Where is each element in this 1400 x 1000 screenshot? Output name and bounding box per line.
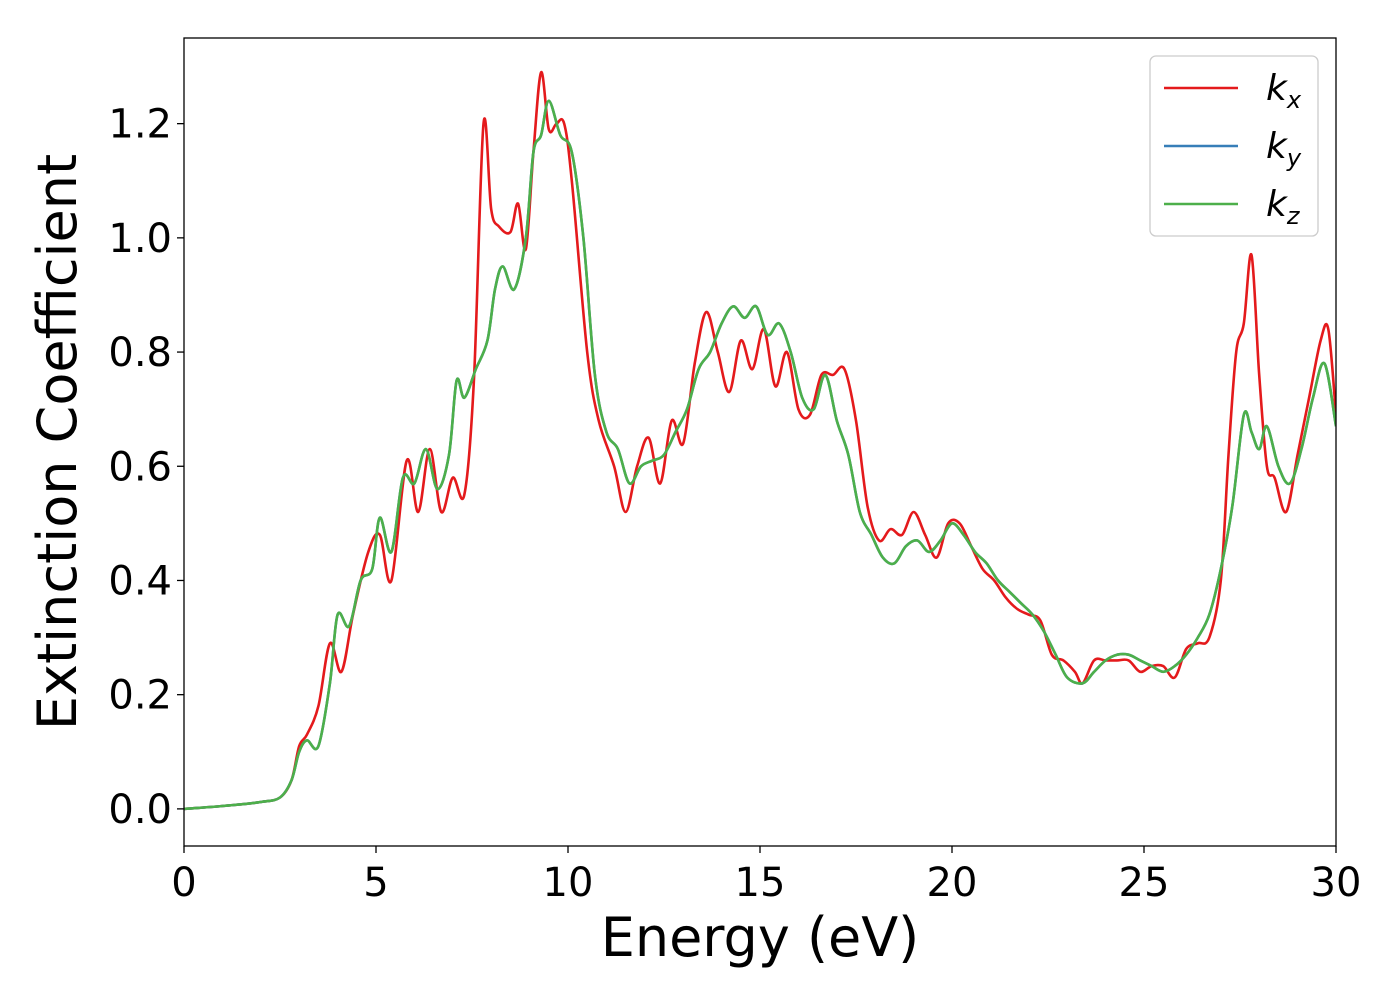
x-tick-label: 15 — [735, 860, 786, 906]
y-tick-label: 1.0 — [108, 216, 172, 262]
x-tick-label: 25 — [1119, 860, 1170, 906]
x-tick-label: 20 — [927, 860, 978, 906]
legend-label-subscript: y — [1286, 144, 1302, 172]
legend-label-ky: ky — [1266, 126, 1302, 172]
x-axis: 0 5 10 15 20 25 30 — [171, 846, 1361, 906]
x-axis-label: Energy (eV) — [601, 906, 920, 969]
legend-label-base: k — [1266, 126, 1289, 167]
series-line-kz — [184, 99, 1336, 811]
y-tick-label: 0.6 — [108, 444, 172, 490]
y-axis-label: Extinction Coefficient — [26, 154, 89, 730]
legend-label-subscript: z — [1286, 202, 1301, 230]
legend-label-kz: kz — [1266, 184, 1301, 230]
y-tick-label: 0.8 — [108, 330, 172, 376]
series-line-kx — [184, 70, 1336, 811]
legend-label-kx: kx — [1266, 68, 1302, 114]
y-axis: 0.0 0.2 0.4 0.6 0.8 1.0 1.2 — [108, 102, 184, 833]
x-tick-label: 10 — [543, 860, 594, 906]
x-tick-label: 30 — [1311, 860, 1362, 906]
y-tick-label: 0.0 — [108, 787, 172, 833]
x-tick-label: 5 — [363, 860, 388, 906]
plot-series-layer — [184, 70, 1336, 811]
y-tick-label: 1.2 — [108, 102, 172, 148]
legend-label-base: k — [1266, 184, 1289, 225]
y-tick-label: 0.2 — [108, 673, 172, 719]
legend-label-base: k — [1266, 68, 1289, 109]
x-tick-label: 0 — [171, 860, 196, 906]
legend-label-subscript: x — [1286, 86, 1302, 114]
y-tick-label: 0.4 — [108, 558, 172, 604]
